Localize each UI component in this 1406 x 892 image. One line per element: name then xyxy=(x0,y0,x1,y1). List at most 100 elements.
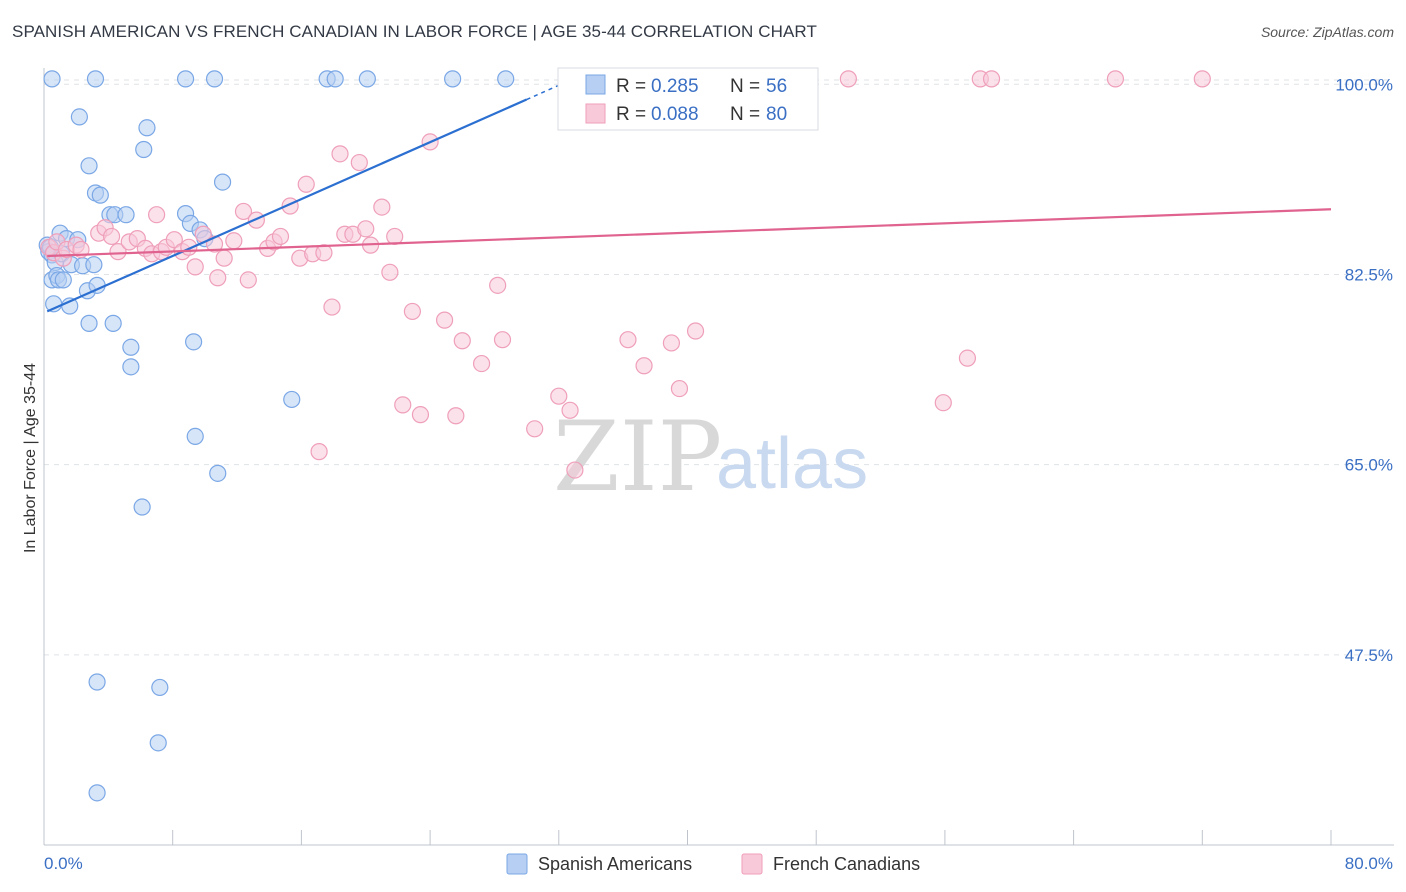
point-spanish-american xyxy=(133,498,151,516)
point-french-canadian xyxy=(381,263,399,281)
point-spanish-american xyxy=(135,140,153,159)
series-legend: Spanish Americans French Canadians xyxy=(506,853,920,875)
point-spanish-american xyxy=(283,390,301,409)
point-spanish-american xyxy=(88,673,106,691)
point-spanish-american xyxy=(80,314,98,332)
gridlines xyxy=(44,79,1394,656)
point-french-canadian xyxy=(72,240,90,259)
x-tick-label-max: 80.0% xyxy=(1345,854,1393,873)
point-spanish-american xyxy=(122,358,140,376)
watermark-zip: ZIP xyxy=(553,401,722,513)
point-french-canadian xyxy=(315,244,333,262)
point-french-canadian xyxy=(526,420,544,438)
x-ticks xyxy=(43,830,1332,845)
data-points xyxy=(38,70,1211,802)
point-french-canadian xyxy=(453,332,471,350)
source-label: Source: ZipAtlas.com xyxy=(1260,24,1394,40)
point-french-canadian xyxy=(472,354,491,373)
point-spanish-american xyxy=(185,333,203,351)
point-spanish-american xyxy=(497,70,515,88)
point-spanish-american xyxy=(151,678,169,697)
point-french-canadian xyxy=(239,271,257,289)
point-french-canadian xyxy=(209,269,227,287)
y-tick-labels: 47.5% 65.0% 82.5% 100.0% xyxy=(1335,75,1393,665)
point-french-canadian xyxy=(934,394,952,412)
point-spanish-american xyxy=(213,173,232,191)
point-spanish-american xyxy=(54,271,72,289)
point-french-canadian xyxy=(357,220,375,238)
point-spanish-american xyxy=(122,338,140,356)
point-spanish-american xyxy=(326,70,344,88)
point-french-canadian xyxy=(350,153,368,172)
point-spanish-american xyxy=(176,70,195,88)
point-french-canadian xyxy=(489,276,507,294)
series-label-spanish: Spanish Americans xyxy=(538,854,692,874)
point-french-canadian xyxy=(435,311,454,329)
point-french-canadian xyxy=(982,70,1001,88)
series-label-french: French Canadians xyxy=(773,854,920,874)
point-spanish-american xyxy=(85,256,103,274)
series-swatch-french xyxy=(741,853,763,875)
point-spanish-american xyxy=(358,70,376,88)
point-french-canadian xyxy=(148,206,166,224)
trend-line-spanish-american xyxy=(46,98,528,313)
point-french-canadian xyxy=(550,387,568,405)
legend-r-label-spanish: R = xyxy=(616,76,646,97)
point-french-canadian xyxy=(566,461,584,479)
legend-n-value-french: 80 xyxy=(766,104,787,125)
series-swatch-spanish xyxy=(506,853,528,875)
point-spanish-american xyxy=(88,784,106,802)
point-spanish-american xyxy=(444,70,462,88)
point-french-canadian xyxy=(225,232,243,250)
point-spanish-american xyxy=(117,206,135,224)
point-french-canadian xyxy=(1193,70,1211,88)
point-spanish-american xyxy=(104,314,122,332)
legend-r-value-spanish: 0.285 xyxy=(651,76,699,97)
point-french-canadian xyxy=(394,396,412,414)
x-tick-label-min: 0.0% xyxy=(44,854,83,873)
legend-r-label-french: R = xyxy=(616,104,646,125)
point-french-canadian xyxy=(386,227,404,246)
point-spanish-american xyxy=(186,427,204,445)
point-french-canadian xyxy=(234,202,253,221)
point-french-canadian xyxy=(958,349,977,367)
point-spanish-american xyxy=(70,108,88,126)
point-french-canadian xyxy=(310,443,328,461)
y-axis-title: In Labor Force | Age 35-44 xyxy=(22,363,39,553)
point-french-canadian xyxy=(102,227,121,246)
point-french-canadian xyxy=(839,70,857,88)
y-tick-label: 82.5% xyxy=(1345,265,1393,284)
correlation-legend: R = 0.285 N = 56 R = 0.088 N = 80 xyxy=(557,67,819,131)
point-french-canadian xyxy=(323,298,341,316)
legend-n-label-french: N = xyxy=(730,104,760,125)
y-tick-label: 47.5% xyxy=(1345,646,1393,665)
point-french-canadian xyxy=(447,407,465,425)
legend-r-value-french: 0.088 xyxy=(651,104,699,125)
point-french-canadian xyxy=(215,249,233,267)
y-tick-label: 65.0% xyxy=(1345,456,1393,475)
legend-n-value-spanish: 56 xyxy=(766,76,787,97)
point-spanish-american xyxy=(138,119,156,137)
point-spanish-american xyxy=(149,734,167,752)
point-french-canadian xyxy=(109,243,127,261)
legend-swatch-french xyxy=(585,103,606,124)
watermark-atlas: atlas xyxy=(716,424,868,504)
point-french-canadian xyxy=(635,357,653,375)
point-french-canadian xyxy=(186,258,204,276)
point-french-canadian xyxy=(411,406,430,424)
trend-line-extension xyxy=(526,84,560,101)
point-french-canadian xyxy=(686,322,705,340)
point-french-canadian xyxy=(403,302,422,321)
point-spanish-american xyxy=(91,186,109,204)
point-spanish-american xyxy=(86,70,105,88)
chart-title: SPANISH AMERICAN VS FRENCH CANADIAN IN L… xyxy=(12,22,817,41)
point-french-canadian xyxy=(373,198,391,216)
axes xyxy=(43,68,1394,846)
point-french-canadian xyxy=(670,379,689,398)
legend-n-label-spanish: N = xyxy=(730,76,760,97)
legend-swatch-spanish xyxy=(585,74,606,95)
point-french-canadian xyxy=(331,145,349,163)
point-spanish-american xyxy=(80,157,98,175)
point-french-canadian xyxy=(561,401,579,419)
